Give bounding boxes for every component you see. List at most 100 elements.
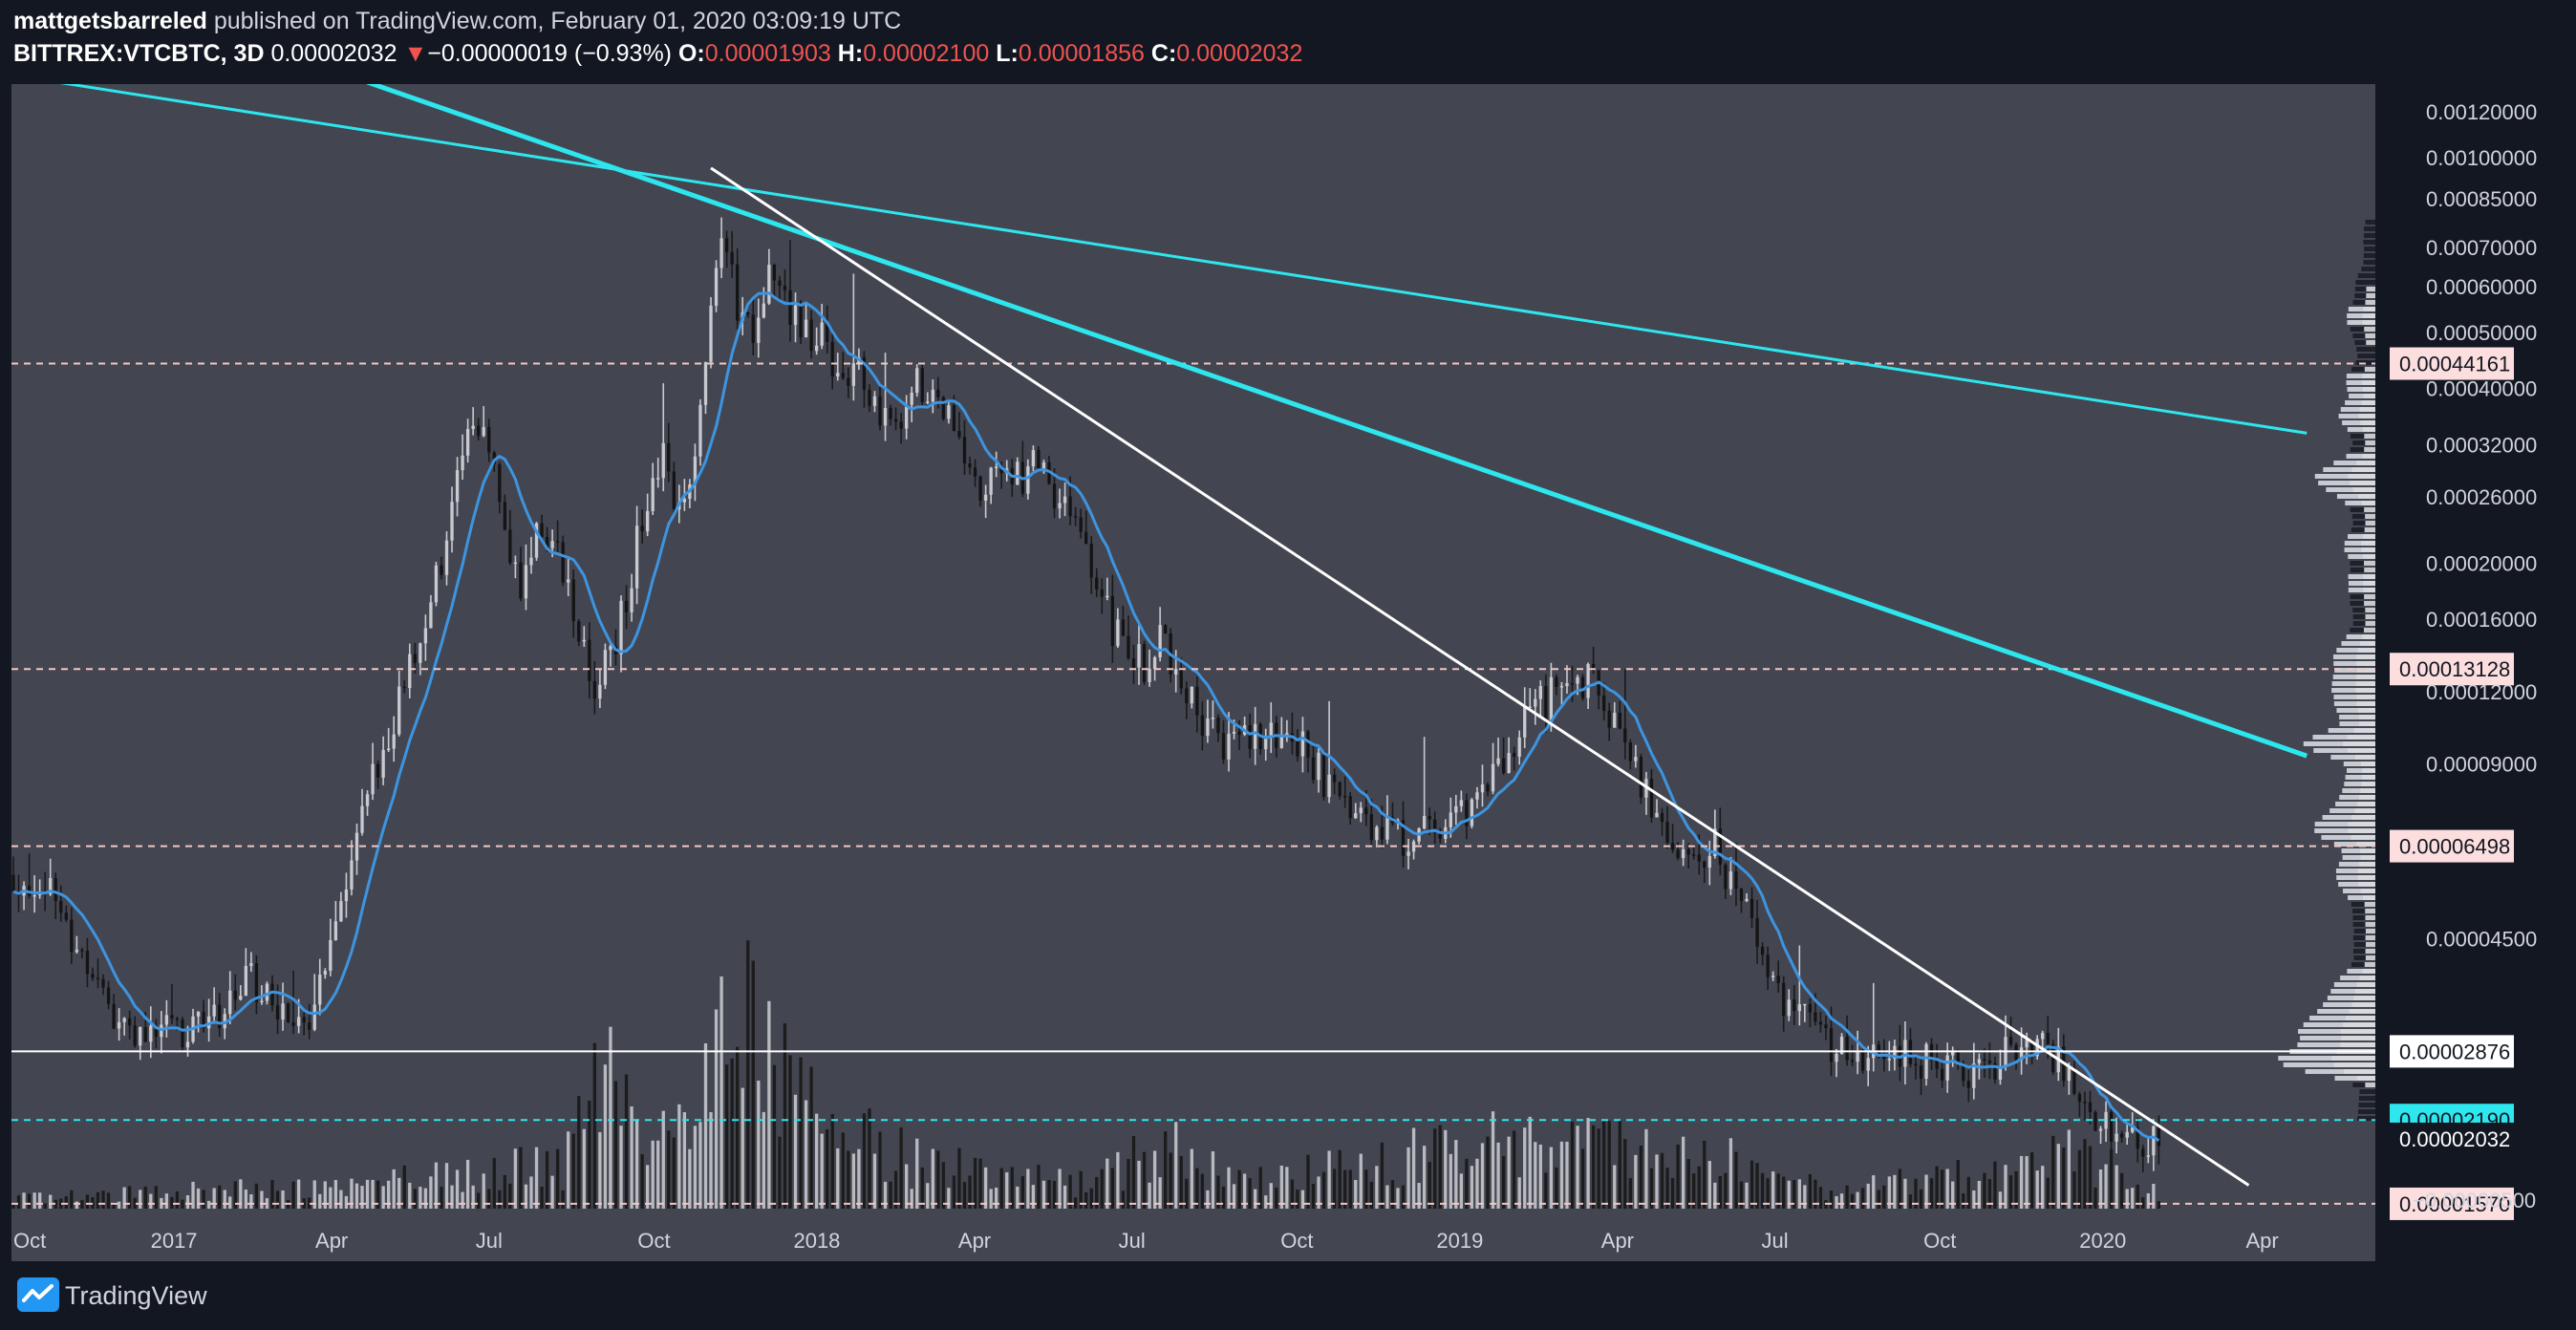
candle [889,404,892,426]
volume-profile-bar [2358,1096,2375,1101]
volume-bar [989,1189,993,1209]
x-tick-label: 2018 [793,1229,840,1253]
candle [228,971,232,1024]
volume-bar [397,1177,401,1209]
candle [1734,843,1738,907]
volume-bar [302,1198,306,1209]
volume-bar [746,940,750,1209]
candle [1607,702,1611,741]
high-value: 0.00002100 [863,40,990,67]
candle [1433,811,1437,845]
volume-bar [139,1190,142,1209]
volume-profile-bar [2351,527,2375,532]
candle [429,594,433,629]
candle [582,626,586,648]
candle [1681,839,1685,867]
low-label: L: [996,40,1019,67]
volume-bar [1935,1166,1939,1209]
candle [513,555,518,579]
volume-profile-bar [2309,1016,2375,1020]
volume-bar [851,1153,856,1209]
volume-bar [27,1193,32,1209]
volume-bar [154,1186,158,1209]
candle [1534,689,1537,725]
volume-bar [434,1162,439,1209]
volume-bar [1300,1190,1305,1209]
candle [978,475,982,507]
candle [1966,1069,1970,1103]
candle [1670,824,1675,853]
volume-profile-bar [2346,380,2375,385]
candle [1190,686,1193,709]
candle [387,727,391,753]
volume-bar [724,1064,729,1209]
volume-profile-bar [2350,628,2375,633]
y-tick-label: 0.00060000 [2426,275,2537,299]
volume-bar [1016,1186,1020,1209]
volume-bar [1644,1128,1648,1209]
plot-area[interactable] [11,84,2375,1261]
candle [91,967,95,981]
volume-bar [1290,1179,1295,1209]
volume-profile-bar [2348,588,2375,592]
volume-bar [751,960,755,1209]
candle [1465,793,1469,840]
volume-profile-bar [2359,1089,2375,1094]
trendline[interactable] [366,82,2308,759]
volume-bar [2046,1177,2050,1209]
author-name[interactable]: mattgetsbarreled [13,8,207,34]
candle [757,298,761,358]
volume-bar [1321,1171,1326,1209]
volume-profile-bar [2351,962,2375,967]
volume-bar [1285,1167,1289,1209]
candle [957,412,961,440]
candle [1771,971,1775,981]
y-tick-label: 0.00026000 [2426,485,2537,509]
price-level-tag[interactable] [2390,1187,2514,1220]
volume-bar [941,1162,946,1209]
volume-bar [2025,1156,2029,1209]
volume-bar [1131,1136,1136,1209]
trendline[interactable] [710,166,2250,1187]
candle [1279,717,1283,749]
candle [1987,1041,1992,1080]
volume-bar [1850,1193,1855,1209]
price-level-tag[interactable] [2390,347,2514,380]
volume-bar [1898,1169,1902,1209]
volume-bar [54,1199,57,1209]
volume-bar [613,1081,618,1209]
candle [1163,624,1168,634]
price-level-tag[interactable] [2390,653,2514,686]
volume-bar [1618,1120,1621,1209]
volume-bar [1174,1122,1178,1209]
volume-bar [1232,1184,1236,1209]
trendline[interactable] [57,82,2308,435]
candle [1026,459,1030,500]
candle [947,401,951,424]
y-tick-label: 0.00120000 [2426,100,2537,124]
volume-bar [365,1179,370,1209]
candle [868,383,871,413]
candle [1089,536,1093,594]
volume-bar [567,1131,570,1209]
symbol-name[interactable]: BITTREX:VTCBTC, 3D [13,40,265,67]
volume-profile-bar [2346,634,2375,639]
volume-bar [1649,1168,1654,1209]
candle [730,230,734,278]
volume-profile-bar [2326,487,2375,492]
price-level-tag[interactable] [2390,1035,2514,1068]
price-level-tag[interactable] [2390,1122,2514,1155]
volume-bar [339,1190,343,1209]
volume-profile-bar [2354,340,2375,345]
volume-bar [1919,1189,1923,1209]
candle [1745,892,1749,903]
volume-profile-bar [2344,541,2375,546]
volume-bar [788,1055,792,1209]
volume-profile-bar [2323,1002,2375,1007]
candle [1835,1048,1838,1078]
volume-profile-bar [2333,695,2375,699]
volume-bar [830,1114,834,1209]
price-level-tag[interactable] [2390,829,2514,863]
volume-bar [1454,1140,1458,1209]
